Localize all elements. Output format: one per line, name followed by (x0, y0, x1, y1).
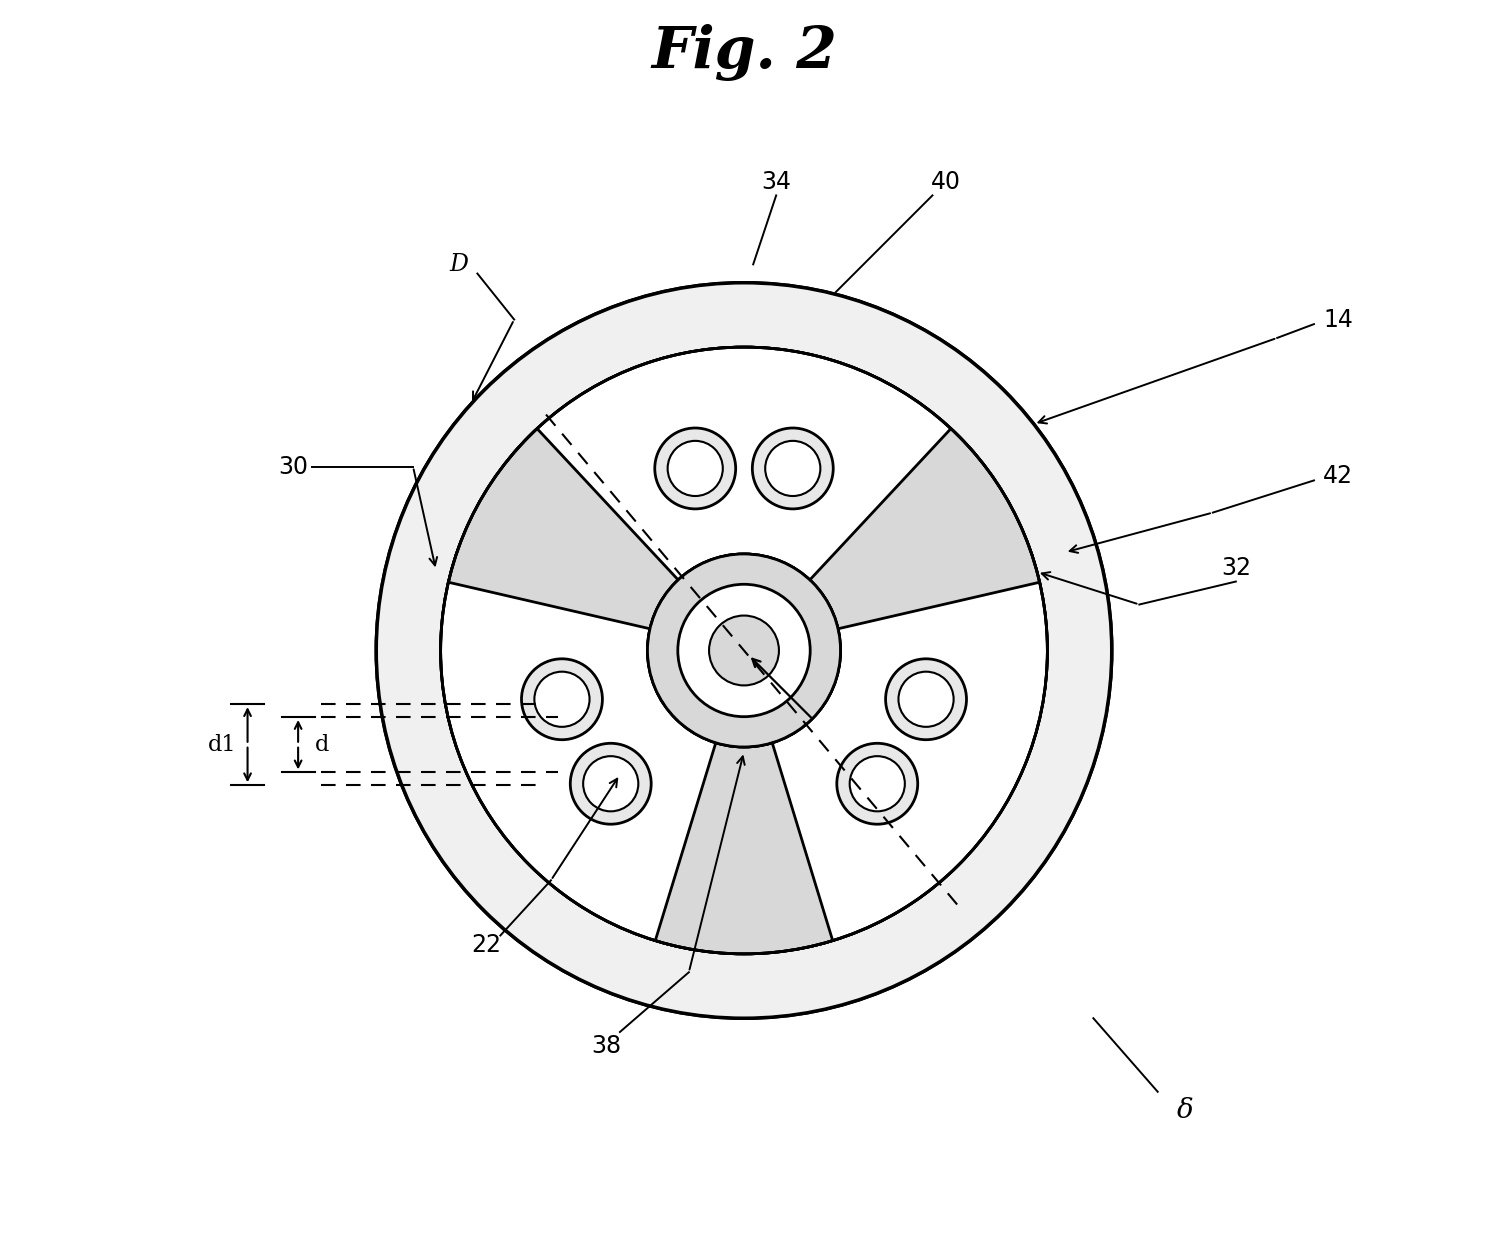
Circle shape (570, 743, 652, 825)
Wedge shape (440, 547, 728, 949)
Text: 42: 42 (1323, 464, 1353, 488)
Circle shape (765, 441, 820, 496)
Text: d: d (314, 734, 329, 756)
Text: D: D (449, 252, 469, 276)
Text: 14: 14 (1323, 307, 1353, 331)
Circle shape (753, 428, 833, 508)
Circle shape (710, 615, 778, 685)
Text: 38: 38 (591, 1034, 620, 1058)
Text: 40: 40 (931, 169, 961, 193)
Circle shape (836, 743, 918, 825)
Wedge shape (809, 429, 1040, 629)
Circle shape (534, 671, 589, 727)
Circle shape (655, 428, 735, 508)
Circle shape (583, 757, 638, 811)
Wedge shape (512, 348, 976, 589)
Circle shape (899, 671, 954, 727)
Circle shape (668, 441, 723, 496)
Text: 34: 34 (762, 169, 792, 193)
Wedge shape (655, 743, 833, 954)
Text: δ: δ (1177, 1097, 1193, 1123)
Text: 30: 30 (278, 454, 308, 478)
Text: d1: d1 (208, 734, 237, 756)
Circle shape (521, 659, 603, 739)
Wedge shape (760, 547, 1048, 949)
Circle shape (885, 659, 967, 739)
Text: 32: 32 (1220, 556, 1251, 580)
Text: 22: 22 (472, 932, 501, 956)
Text: Fig. 2: Fig. 2 (652, 24, 836, 82)
Circle shape (647, 553, 841, 747)
Circle shape (850, 757, 905, 811)
Circle shape (679, 585, 809, 717)
Wedge shape (448, 429, 679, 629)
